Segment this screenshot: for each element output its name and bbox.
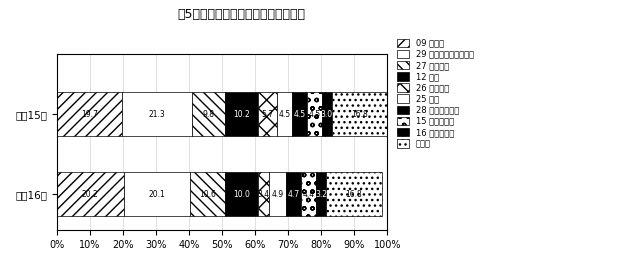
Bar	[124, 172, 190, 216]
Text: 4.7: 4.7	[287, 190, 299, 199]
Bar	[258, 92, 277, 136]
Text: 9.8: 9.8	[203, 109, 215, 118]
Text: 20.2: 20.2	[82, 190, 98, 199]
Bar	[286, 172, 301, 216]
Text: 19.7: 19.7	[81, 109, 98, 118]
Text: 16.8: 16.8	[351, 109, 368, 118]
Bar	[57, 92, 122, 136]
Text: 20.1: 20.1	[149, 190, 165, 199]
Text: 16.8: 16.8	[345, 190, 363, 199]
Text: 10.2: 10.2	[233, 109, 250, 118]
Text: 3.4: 3.4	[258, 190, 270, 199]
Bar	[192, 92, 225, 136]
Bar	[332, 92, 387, 136]
Bar	[307, 92, 322, 136]
Bar	[190, 172, 225, 216]
Text: 図5　産業別従業者数の構成比の推移: 図5 産業別従業者数の構成比の推移	[177, 8, 305, 21]
Bar	[225, 92, 258, 136]
Bar	[269, 172, 286, 216]
Bar	[316, 172, 326, 216]
Text: 10.0: 10.0	[233, 190, 250, 199]
Text: 4.9: 4.9	[271, 190, 283, 199]
Bar	[122, 92, 192, 136]
Text: 3.0: 3.0	[321, 109, 333, 118]
Text: 4.5: 4.5	[309, 109, 321, 118]
Bar	[322, 92, 332, 136]
Bar	[277, 92, 292, 136]
Bar	[57, 172, 124, 216]
Bar	[326, 172, 382, 216]
Text: 3.2: 3.2	[315, 190, 327, 199]
Text: 4.5: 4.5	[293, 109, 305, 118]
Bar	[258, 172, 269, 216]
Bar	[292, 92, 307, 136]
Text: 5.7: 5.7	[262, 109, 274, 118]
Legend: 09 食料品, 29 電子部品・デバイス, 27 電気機械, 12 衣服, 26 一般機械, 25 金属, 28 情報通信機械, 15 パルプ・紙, 16 出版: 09 食料品, 29 電子部品・デバイス, 27 電気機械, 12 衣服, 26…	[395, 37, 476, 150]
Text: 10.6: 10.6	[199, 190, 216, 199]
Bar	[301, 172, 316, 216]
Text: 21.3: 21.3	[149, 109, 166, 118]
Bar	[225, 172, 258, 216]
Text: 4.4: 4.4	[302, 190, 314, 199]
Text: 4.5: 4.5	[279, 109, 291, 118]
